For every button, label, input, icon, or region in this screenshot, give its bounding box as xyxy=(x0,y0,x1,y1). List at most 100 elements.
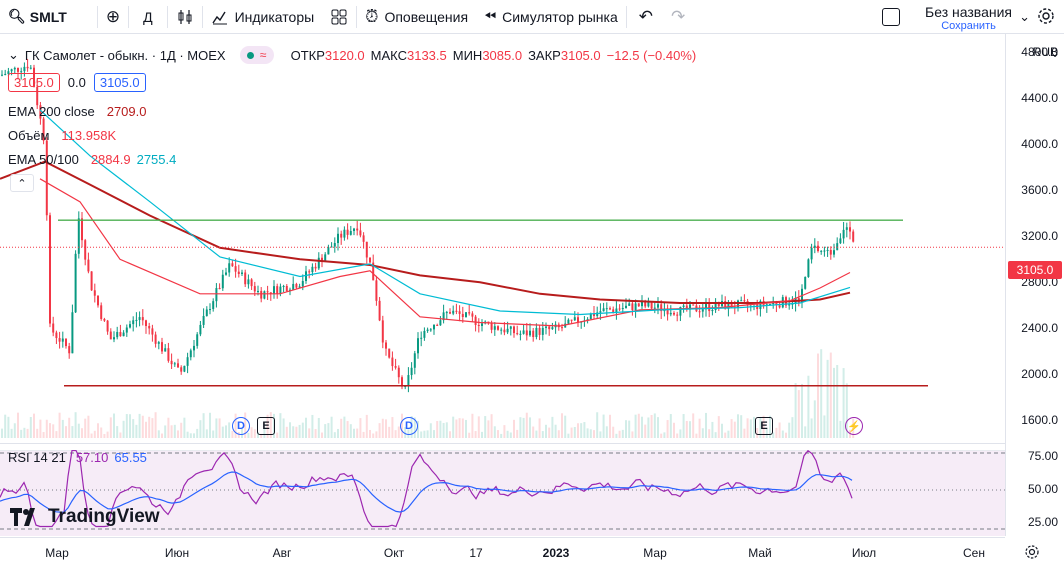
candle-body xyxy=(519,333,522,335)
alerts-button[interactable]: ⏰︎ Оповещения xyxy=(357,0,476,34)
instrument-title[interactable]: ГК Самолет - обыкн. · 1Д · MOEX xyxy=(24,47,226,63)
volume-value: 113.958K xyxy=(61,128,117,143)
rsi-chart[interactable] xyxy=(0,450,1005,536)
candle-body xyxy=(36,86,39,106)
volume-bar xyxy=(353,428,355,438)
candle-body xyxy=(724,301,727,309)
collapse-chevron-icon[interactable]: ⌄ xyxy=(8,47,19,62)
volume-bar xyxy=(253,429,256,438)
volume-bar xyxy=(282,418,285,438)
candle-body xyxy=(202,315,205,325)
candle-body xyxy=(829,249,832,255)
collapse-legend-button[interactable]: ⌃ xyxy=(10,174,34,192)
indicators-button[interactable]: Индикаторы xyxy=(203,0,323,34)
volume-bar xyxy=(583,422,586,438)
rsi-ma-value: 65.55 xyxy=(114,450,147,465)
volume-bar xyxy=(42,432,45,438)
candle-body xyxy=(852,231,855,242)
price-chart[interactable] xyxy=(0,34,1005,450)
buy-button[interactable]: 3105.0 xyxy=(93,73,146,92)
candle-body xyxy=(609,308,611,310)
volume-bar xyxy=(269,412,272,438)
volume-bar xyxy=(765,428,768,438)
undo-button[interactable]: ↶ xyxy=(627,0,665,34)
candle-body xyxy=(653,307,656,309)
axis-settings-button[interactable] xyxy=(1024,544,1040,563)
sell-button[interactable]: 3105.0 xyxy=(8,73,60,92)
chart-type-button[interactable] xyxy=(168,0,202,34)
candle-body xyxy=(628,303,631,306)
pane-separator[interactable] xyxy=(0,443,1064,444)
candle-body xyxy=(833,250,835,255)
candle-body xyxy=(711,310,714,312)
volume-bar xyxy=(397,426,400,438)
volume-bar xyxy=(721,423,723,438)
candle-body xyxy=(74,253,77,313)
candle-body xyxy=(817,245,819,252)
volume-bar xyxy=(308,428,311,438)
dividend-badge[interactable]: D xyxy=(232,417,250,435)
volume-bar xyxy=(685,420,688,438)
symbol-search[interactable]: 🔍︎ SMLT xyxy=(0,0,97,34)
replay-button[interactable]: ⏪︎ Симулятор рынка xyxy=(476,0,626,34)
save-link[interactable]: Сохранить xyxy=(941,20,996,32)
volume-bar xyxy=(561,413,563,438)
legend-ema200[interactable]: EMA 200 close 2709.0 xyxy=(8,104,146,119)
candle-body xyxy=(103,318,106,321)
volume-bar xyxy=(439,420,442,438)
volume-bar xyxy=(221,426,224,438)
volume-bars xyxy=(1,349,855,438)
candle-body xyxy=(561,327,563,329)
rsi-lines xyxy=(0,450,853,528)
candle-body xyxy=(282,285,285,287)
volume-bar xyxy=(132,419,135,438)
volume-bar xyxy=(7,416,10,438)
time-axis[interactable]: Мар Июн Авг Окт 17 2023 Мар Май Июл Сен xyxy=(0,537,1005,569)
candle-body xyxy=(61,338,64,342)
chevron-down-icon[interactable]: ⌄ xyxy=(1019,9,1030,24)
earnings-badge[interactable]: E xyxy=(755,417,773,435)
volume-bar xyxy=(372,433,375,438)
volume-bar xyxy=(10,428,13,438)
time-tick: Авг xyxy=(272,546,292,560)
volume-bar xyxy=(292,426,295,438)
candle-body xyxy=(577,317,579,323)
volume-bar xyxy=(445,422,448,438)
candle-body xyxy=(148,325,151,329)
time-tick: 17 xyxy=(469,546,483,560)
tradingview-logo[interactable]: TradingView xyxy=(10,506,160,528)
volume-bar xyxy=(23,427,26,438)
interval-button[interactable]: Д xyxy=(129,0,166,34)
layout-select-checkbox[interactable] xyxy=(882,8,900,26)
lightning-icon: ⚡ xyxy=(847,420,861,433)
candle-body xyxy=(468,312,471,314)
price-scale[interactable]: RUB ⌄ 4800.0 4400.0 4000.0 3600.0 3200.0 2800… xyxy=(1005,34,1064,536)
price-tick: 2400.0 xyxy=(1021,321,1058,336)
candle-body xyxy=(650,302,653,309)
ema100-value: 2755.4 xyxy=(136,152,177,167)
volume-bar xyxy=(205,429,208,438)
volume-bar xyxy=(375,431,378,438)
gear-icon xyxy=(1038,8,1054,24)
volume-bar xyxy=(797,390,800,438)
layout-name: Без названия xyxy=(925,4,1012,20)
redo-button[interactable]: ↷ xyxy=(665,0,691,34)
volume-bar xyxy=(548,427,551,438)
volume-bar xyxy=(442,422,445,438)
split-badge[interactable]: ⚡ xyxy=(845,417,863,435)
candle-body xyxy=(183,365,186,372)
legend-ema50-100[interactable]: EMA 50/100 2884.9 2755.4 xyxy=(8,152,176,167)
currency-label[interactable]: RUB xyxy=(1032,45,1058,59)
earnings-badge[interactable]: E xyxy=(257,417,275,435)
candle-body xyxy=(228,263,231,273)
layout-name-area[interactable]: Без названия Сохранить xyxy=(925,4,1012,32)
volume-bar xyxy=(333,432,336,438)
legend-volume[interactable]: Объём 113.958K xyxy=(8,128,116,143)
candle-body xyxy=(669,312,672,315)
compare-button[interactable]: ⊕ xyxy=(98,0,128,34)
templates-button[interactable] xyxy=(322,0,356,34)
legend-rsi[interactable]: RSI 14 21 57.10 65.55 xyxy=(8,450,147,465)
settings-button[interactable] xyxy=(1036,6,1056,29)
volume-bar xyxy=(842,368,845,438)
dividend-badge[interactable]: D xyxy=(400,417,418,435)
